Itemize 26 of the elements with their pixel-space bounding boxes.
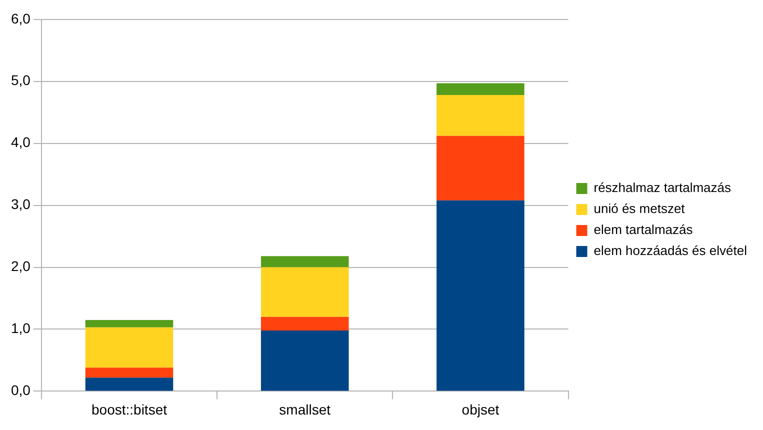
bar [436, 95, 524, 136]
x-tick-label: objset [462, 401, 500, 418]
x-tick-label: boost::bitset [92, 401, 168, 418]
bar [436, 200, 524, 391]
bar [85, 320, 174, 328]
bar [85, 327, 174, 368]
bar [436, 136, 524, 200]
y-tick-label: 3,0 [10, 196, 31, 212]
y-tick-label: 4,0 [10, 134, 31, 150]
y-tick-label: 2,0 [10, 258, 31, 274]
bar [85, 368, 174, 378]
y-tick-label: 0,0 [10, 382, 31, 398]
y-tick-label: 1,0 [10, 320, 31, 336]
bar [260, 330, 349, 391]
legend-label: elem tartalmazás [594, 222, 694, 238]
legend-label: részhalmaz tartalmazás [594, 180, 732, 196]
bar [260, 316, 349, 330]
bar [436, 83, 524, 95]
y-tick-label: 5,0 [10, 72, 31, 88]
x-tick-label: smallset [279, 401, 331, 418]
bar [260, 267, 349, 317]
bar [260, 256, 349, 268]
legend-label: unió és metszet [594, 201, 686, 216]
bar [85, 378, 174, 391]
y-tick-label: 6,0 [10, 10, 31, 26]
legend-label: elem hozzáadás és elvétel [594, 243, 748, 258]
